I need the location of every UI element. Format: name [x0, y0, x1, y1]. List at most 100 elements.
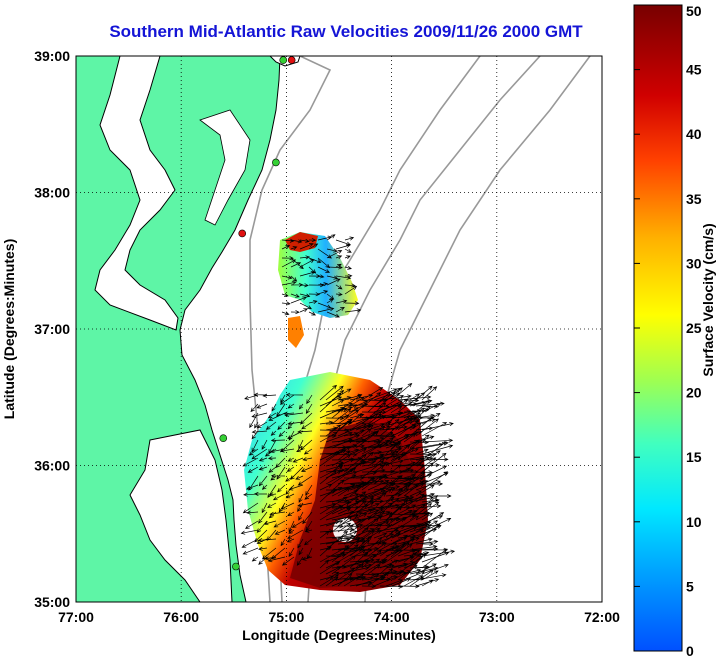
- velocity-arrow: [415, 512, 431, 521]
- velocity-arrow: [361, 410, 387, 415]
- velocity-arrow: [278, 502, 286, 513]
- velocity-arrow: [261, 484, 268, 490]
- velocity-arrow: [258, 457, 268, 462]
- velocity-arrow: [326, 234, 336, 241]
- velocity-arrow: [335, 263, 342, 268]
- velocity-arrow: [267, 556, 286, 563]
- velocity-arrow: [268, 456, 277, 461]
- velocity-arrow: [379, 584, 404, 589]
- velocity-arrow: [248, 448, 259, 456]
- velocity-arrow: [326, 278, 341, 286]
- velocity-arrow: [325, 385, 344, 401]
- velocity-arrow: [242, 457, 259, 467]
- velocity-arrow: [286, 466, 295, 472]
- velocity-arrow: [287, 403, 295, 409]
- velocity-arrow: [319, 496, 348, 515]
- velocity-arrow: [304, 528, 313, 533]
- velocity-arrow: [288, 547, 295, 557]
- velocity-arrow: [337, 418, 353, 431]
- velocity-arrow: [303, 448, 313, 455]
- y-tick-label: 37:00: [34, 321, 70, 337]
- velocity-arrow: [349, 491, 367, 503]
- velocity-arrow: [361, 535, 373, 545]
- velocity-arrow: [298, 439, 304, 450]
- velocity-arrow: [305, 403, 313, 414]
- velocity-arrow: [421, 422, 448, 437]
- velocity-arrow: [325, 452, 358, 457]
- velocity-arrow: [267, 412, 277, 419]
- velocity-arrow: [403, 552, 418, 563]
- velocity-arrow: [275, 457, 286, 468]
- velocity-arrow: [325, 530, 349, 551]
- y-tick-label: 35:00: [34, 594, 70, 610]
- velocity-arrow: [335, 255, 343, 260]
- velocity-arrow: [276, 403, 286, 417]
- velocity-arrow: [299, 308, 309, 313]
- colorbar-tick-label: 0: [686, 643, 694, 659]
- station-markers: [219, 56, 296, 571]
- velocity-arrow: [421, 438, 454, 443]
- velocity-arrow: [361, 387, 384, 401]
- velocity-arrow: [373, 510, 386, 515]
- velocity-arrow: [373, 422, 392, 427]
- velocity-arrow: [379, 531, 402, 545]
- x-tick-label: 77:00: [58, 609, 94, 625]
- velocity-arrow: [284, 412, 304, 417]
- velocity-arrow: [409, 496, 434, 503]
- velocity-arrow: [331, 388, 352, 401]
- velocity-arrow: [379, 418, 400, 437]
- velocity-arrow: [421, 563, 449, 575]
- velocity-arrow: [281, 301, 291, 306]
- velocity-arrow: [299, 302, 313, 310]
- velocity-arrow: [349, 524, 363, 533]
- velocity-arrow: [297, 475, 313, 486]
- velocity-arrow: [397, 497, 413, 503]
- velocity-arrow: [317, 257, 331, 269]
- colorbar-tick-label: 25: [686, 320, 702, 336]
- velocity-arrow: [409, 566, 439, 575]
- colorbar-tick-label: 30: [686, 255, 702, 271]
- velocity-arrow: [344, 301, 360, 306]
- velocity-arrow: [415, 551, 430, 557]
- velocity-arrow: [317, 307, 335, 313]
- velocity-arrow: [290, 262, 302, 268]
- velocity-arrow: [251, 412, 268, 418]
- velocity-arrow: [355, 392, 382, 413]
- velocity-arrow: [421, 548, 448, 569]
- velocity-arrow: [367, 391, 391, 413]
- velocity-arrow: [245, 520, 259, 529]
- velocity-arrow: [278, 430, 286, 437]
- velocity-arrow: [290, 293, 300, 298]
- velocity-arrow: [331, 537, 344, 545]
- velocity-arrow: [421, 471, 449, 491]
- velocity-arrow: [281, 556, 295, 566]
- velocity-arrow: [297, 429, 313, 434]
- velocity-arrow: [403, 434, 430, 455]
- velocity-arrow: [245, 484, 259, 490]
- velocity-arrow: [379, 394, 412, 401]
- velocity-arrow: [300, 439, 313, 451]
- velocity-arrow: [379, 437, 395, 449]
- velocity-arrow: [290, 310, 300, 315]
- velocity-arrow: [257, 537, 277, 543]
- velocity-arrow: [361, 508, 374, 515]
- velocity-arrow: [335, 243, 351, 250]
- x-tick-label: 74:00: [374, 609, 410, 625]
- velocity-arrow: [337, 434, 361, 443]
- velocity-arrow: [240, 529, 259, 535]
- velocity-arrow: [421, 412, 441, 425]
- velocity-arrow: [361, 584, 377, 589]
- velocity-arrow: [344, 308, 362, 313]
- velocity-arrow: [335, 284, 343, 290]
- velocity-arrow: [379, 495, 410, 503]
- velocity-arrow: [403, 418, 420, 425]
- velocity-arrow: [319, 484, 333, 491]
- velocity-arrow: [391, 405, 403, 413]
- velocity-arrow: [251, 448, 268, 460]
- velocity-arrow: [301, 421, 313, 430]
- velocity-arrow: [270, 473, 286, 478]
- plot-frame: [75, 55, 603, 603]
- velocity-arrow: [421, 422, 454, 431]
- velocity-arrow: [288, 529, 295, 534]
- graticule-grid: [76, 56, 602, 602]
